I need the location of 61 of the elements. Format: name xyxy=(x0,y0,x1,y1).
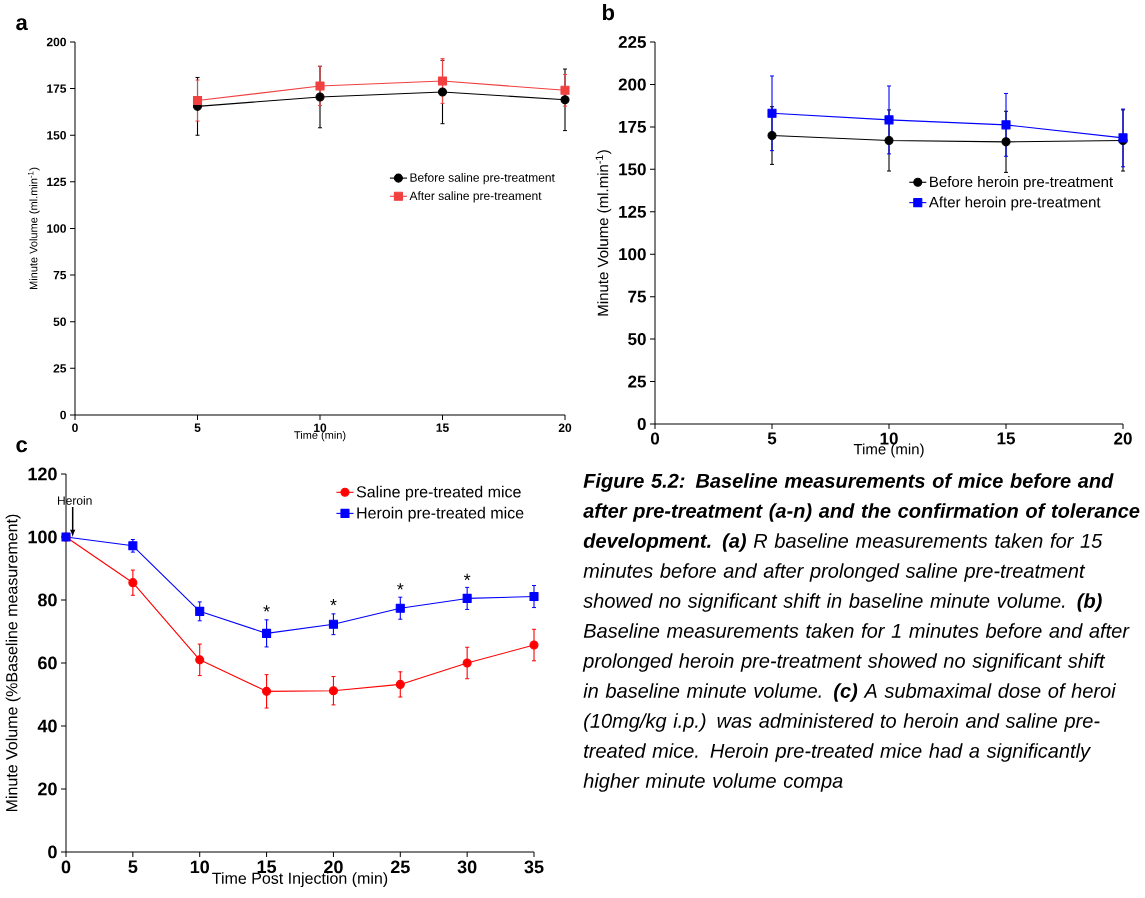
legend-label: Saline pre-treated mice xyxy=(356,485,521,501)
y-tick-label: 150 xyxy=(619,163,646,176)
y-tick-label: 100 xyxy=(47,224,66,233)
y-tick-label: 40 xyxy=(37,719,57,733)
y-tick-label: 25 xyxy=(628,375,646,388)
y-tick-label: 120 xyxy=(28,467,57,481)
y-tick-label: 50 xyxy=(53,317,66,326)
legend-label: Before heroin pre-treatment xyxy=(930,176,1113,191)
y-tick-label: 20 xyxy=(38,782,57,796)
x-tick-label: 0 xyxy=(650,432,660,445)
legend-label: After heroin pre-treatment xyxy=(928,196,1101,211)
y-tick-label: 0 xyxy=(60,410,66,420)
x-tick-label: 20 xyxy=(324,860,343,874)
annotation: * xyxy=(263,605,270,612)
x-tick-label: 15 xyxy=(436,423,449,432)
chart-title: b xyxy=(602,4,615,21)
y-tick-label: 100 xyxy=(28,530,57,544)
annotation: * xyxy=(397,583,404,590)
y-tick-label: 75 xyxy=(628,290,646,303)
x-tick-label: 15 xyxy=(257,860,277,874)
annotation: Heroin xyxy=(58,495,92,505)
y-tick-label: 175 xyxy=(619,120,646,133)
chart-title: c xyxy=(16,440,28,453)
chart-title: Figure 5.2: Baseline measurements of mice before and after pre-treatment (a-n) and the confirmation of tolerance development. (a) R baseline measurements taken for 15 minutes before and after prolonged saline pre-treatment showed no significant shift in baseline minute volume. (b) Baseline measurements taken for 1 minutes before and after prolonged heroin pre-treatment showed no significant shift in baseline minute volume. (c) A submaximal dose of heroi (10mg/kg i.p.) was administered to heroin and saline pre-treated mice. Heroin pre-treated mice had a significantly higher minute volume compa xyxy=(582,473,1140,792)
y-tick-label: 60 xyxy=(38,656,57,670)
y-tick-label: 25 xyxy=(53,364,67,373)
x-tick-label: 10 xyxy=(314,423,327,433)
y-tick-label: 125 xyxy=(619,205,646,218)
x-tick-label: 10 xyxy=(880,432,898,445)
y-tick-label: 200 xyxy=(46,37,66,47)
y-tick-label: 175 xyxy=(47,84,67,93)
x-axis-title: Time Post Injection (min) xyxy=(212,872,388,888)
y-tick-label: 0 xyxy=(48,845,57,859)
y-tick-label: 225 xyxy=(618,35,646,49)
annotation: * xyxy=(330,599,337,606)
annotation: * xyxy=(463,573,471,581)
chart-title: a xyxy=(16,18,28,31)
x-tick-label: 5 xyxy=(767,432,777,445)
y-tick-label: 75 xyxy=(53,270,67,280)
x-tick-label: 20 xyxy=(1114,432,1132,445)
y-axis-title: Minute Volume (%Baseline measurement) xyxy=(5,514,21,812)
y-axis-title: Minute Volume (ml.min$^{-1}$) xyxy=(28,167,40,290)
x-tick-label: 25 xyxy=(390,860,410,874)
y-tick-label: 50 xyxy=(628,333,646,346)
x-tick-label: 30 xyxy=(457,860,477,874)
x-tick-label: 20 xyxy=(558,423,572,433)
y-tick-label: 125 xyxy=(47,177,67,187)
y-tick-label: 150 xyxy=(47,131,66,140)
x-tick-label: 10 xyxy=(190,860,209,874)
y-tick-label: 200 xyxy=(618,78,646,91)
x-tick-label: 0 xyxy=(72,423,78,433)
legend-label: After saline pre-treament xyxy=(409,191,542,203)
legend-label: Before saline pre-treatment xyxy=(410,173,555,185)
y-axis-title: Minute Volume (ml.min$^{-1}$) xyxy=(595,150,612,316)
x-tick-label: 5 xyxy=(128,860,138,874)
legend-label: Heroin pre-treated mice xyxy=(357,506,524,522)
x-tick-label: 35 xyxy=(524,860,544,874)
x-tick-label: 5 xyxy=(194,423,201,432)
y-tick-label: 80 xyxy=(38,593,57,607)
y-tick-label: 100 xyxy=(619,248,646,261)
x-tick-label: 15 xyxy=(997,432,1015,445)
